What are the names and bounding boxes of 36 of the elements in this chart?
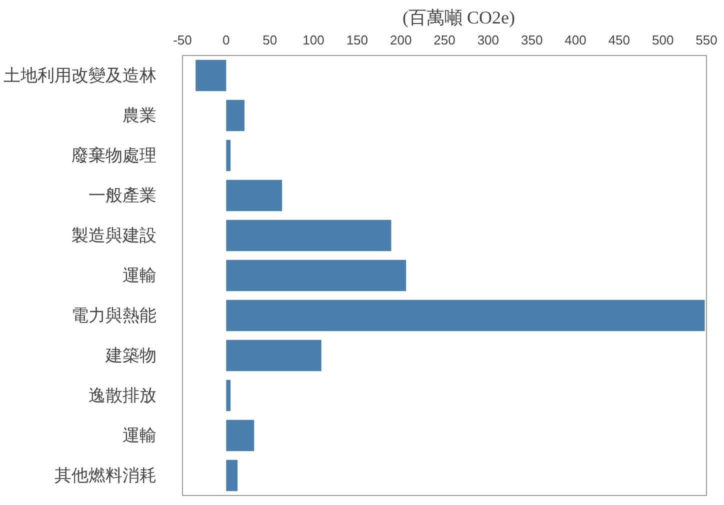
x-tick-label: 550 — [696, 32, 718, 48]
x-tick-label: -50 — [173, 32, 192, 48]
x-tick-label: 100 — [302, 32, 324, 48]
y-tick-label: 農業 — [122, 106, 156, 125]
x-tick-label: 500 — [652, 32, 674, 48]
y-tick-label: 建築物 — [104, 346, 156, 365]
bar — [226, 180, 282, 212]
chart-title: (百萬噸 CO2e) — [402, 8, 515, 28]
bar — [226, 100, 245, 132]
x-tick-label: 400 — [564, 32, 586, 48]
bar — [226, 140, 231, 172]
y-tick-label: 一般產業 — [88, 186, 156, 205]
x-tick-label: 450 — [608, 32, 630, 48]
x-tick-label: 350 — [520, 32, 543, 48]
x-tick-label: 0 — [222, 32, 230, 48]
y-tick-label: 廢棄物處理 — [72, 146, 156, 165]
bar — [226, 460, 238, 492]
y-tick-label: 逸散排放 — [88, 386, 156, 405]
bar — [226, 380, 231, 412]
x-tick-label: 150 — [346, 32, 368, 48]
x-tick-label: 250 — [434, 32, 456, 48]
y-tick-label: 運輸 — [122, 426, 156, 445]
bar — [226, 220, 392, 252]
x-tick-label: 300 — [477, 32, 500, 48]
x-tick-label: 200 — [390, 32, 412, 48]
bar — [196, 60, 226, 92]
bar — [226, 340, 322, 372]
y-tick-label: 製造與建設 — [72, 226, 156, 245]
y-tick-label: 運輸 — [122, 266, 156, 285]
bar — [226, 260, 406, 292]
y-tick-label: 其他燃料消耗 — [54, 466, 156, 485]
y-tick-label: 土地利用改變及造林 — [4, 66, 156, 85]
x-tick-label: 50 — [262, 32, 278, 48]
y-tick-label: 電力與熱能 — [72, 306, 156, 325]
bar — [226, 300, 705, 332]
bar — [226, 420, 254, 452]
